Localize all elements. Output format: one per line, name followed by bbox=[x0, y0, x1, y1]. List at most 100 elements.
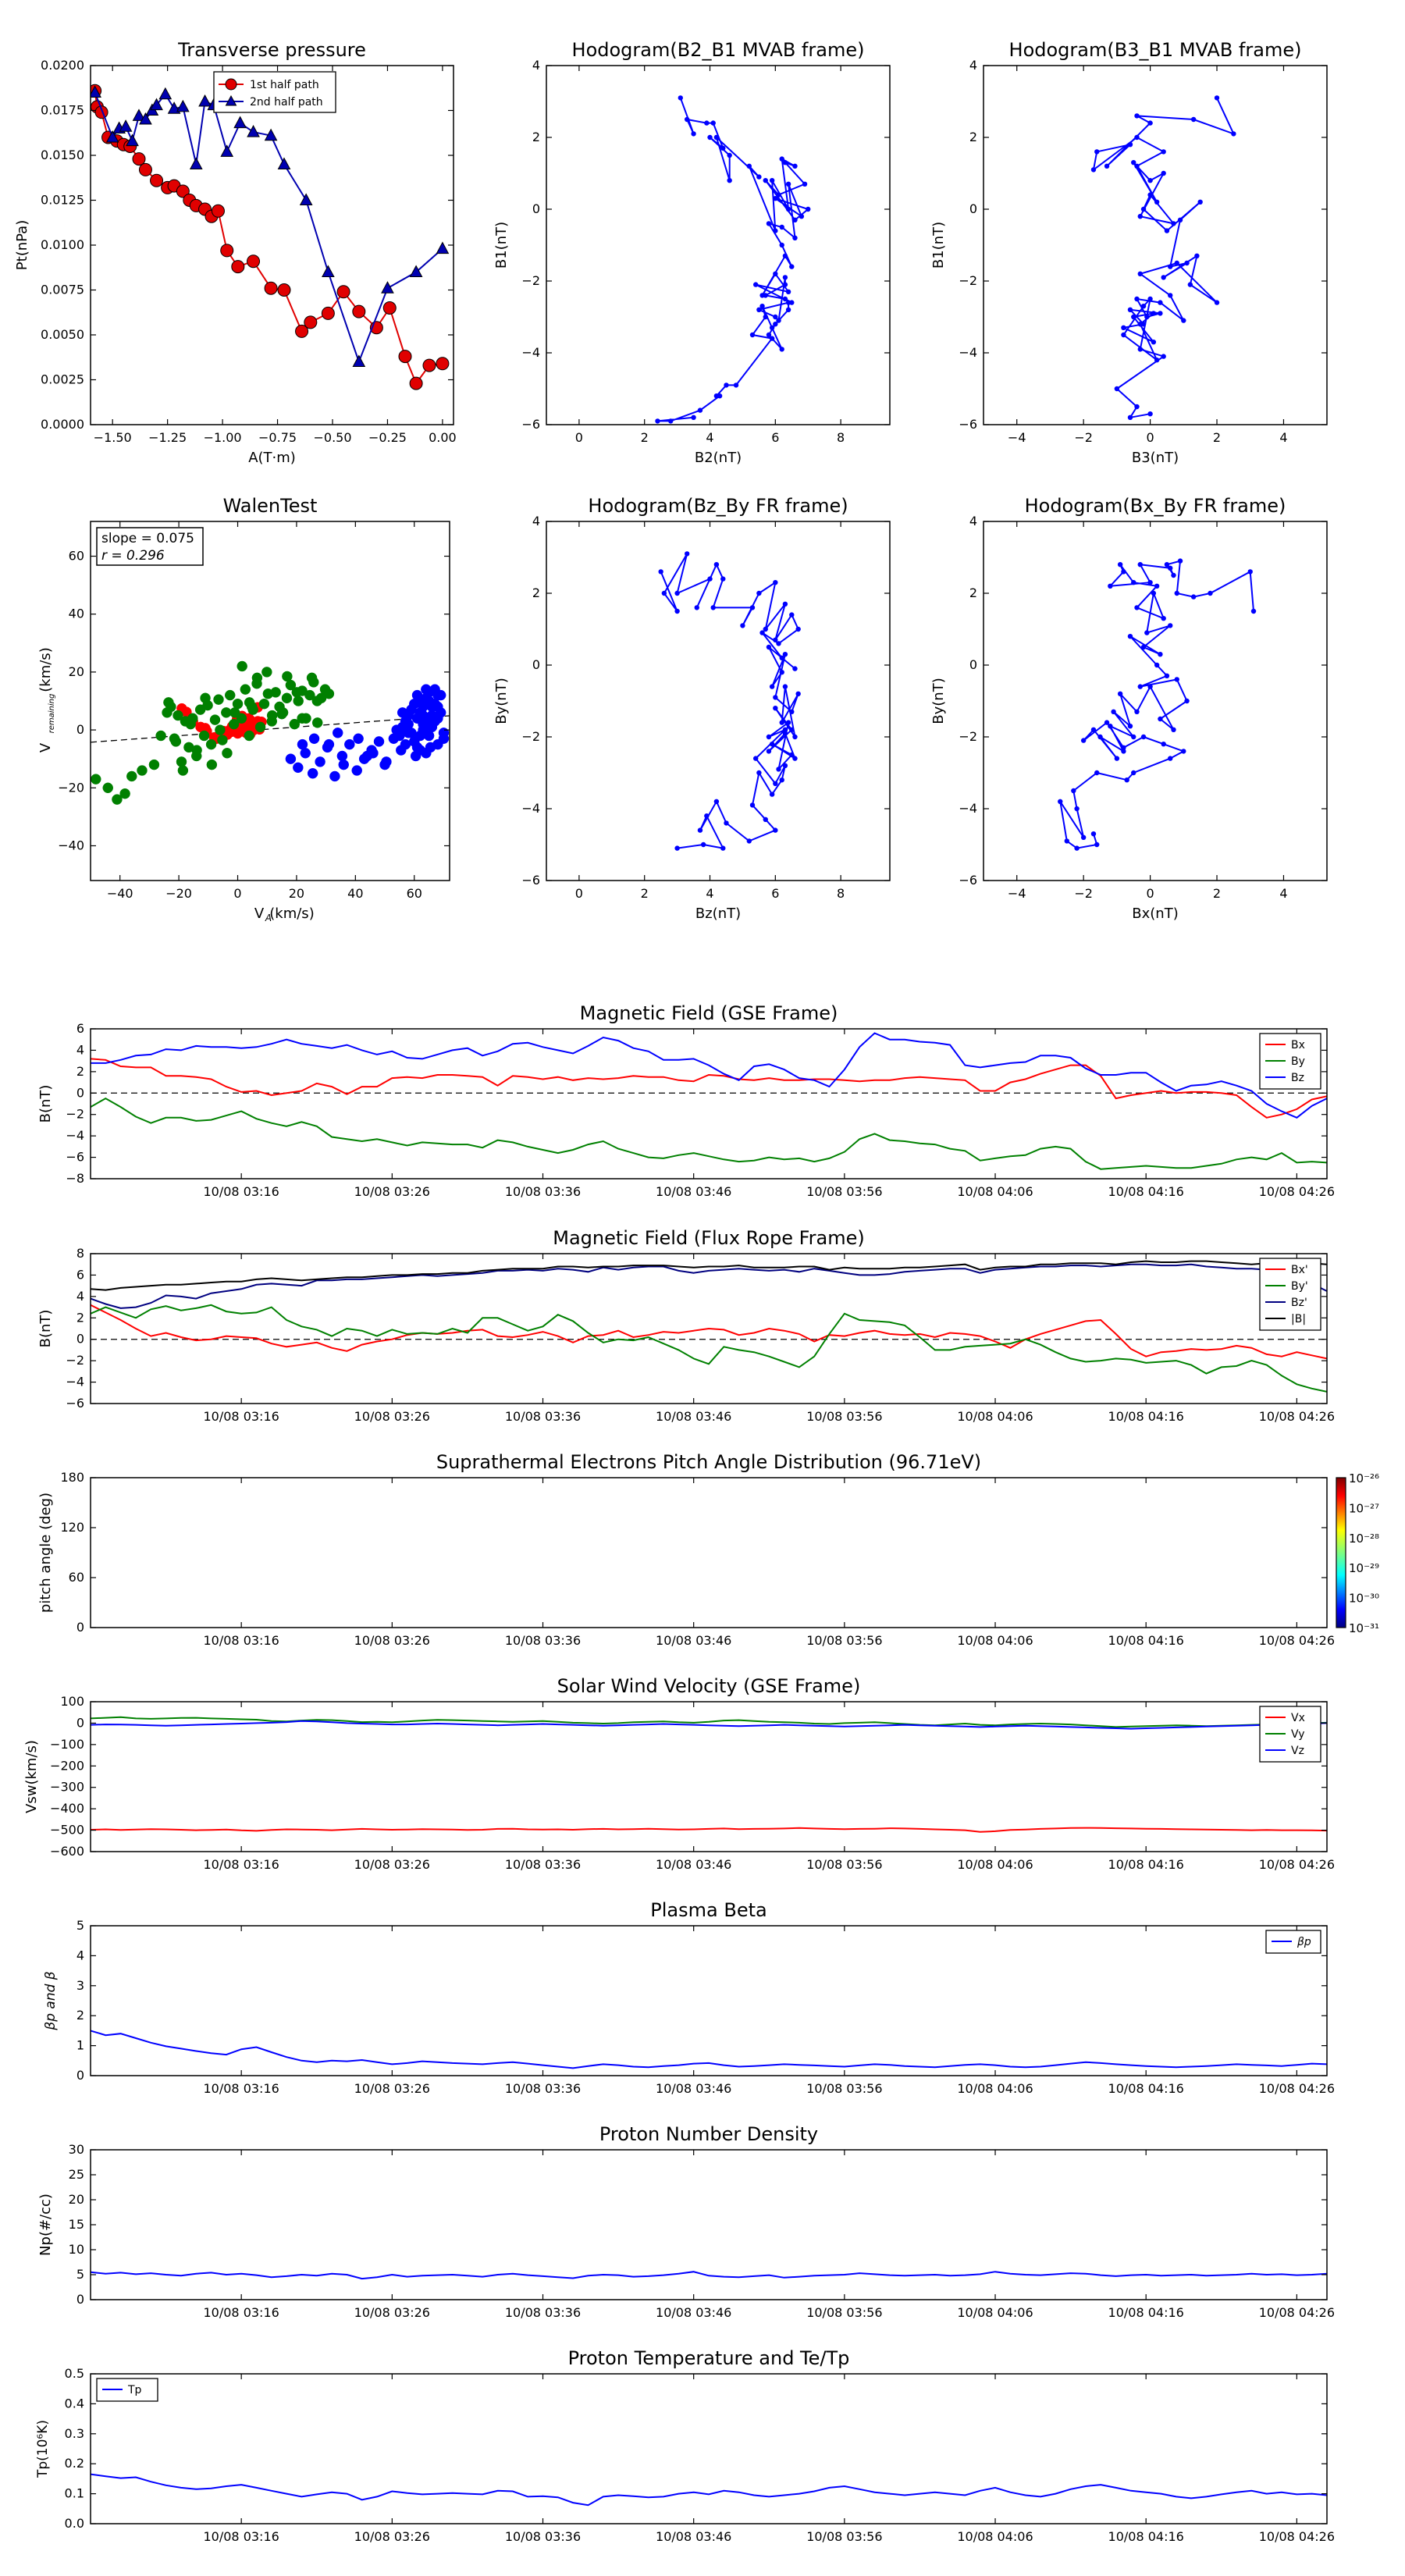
panel-bgse-xtick-label: 10/08 03:46 bbox=[656, 1184, 731, 1199]
data-point bbox=[1154, 199, 1160, 205]
data-point bbox=[789, 727, 795, 732]
data-point bbox=[237, 660, 247, 672]
data-point bbox=[1247, 569, 1253, 575]
chart-walen-ylabel-unit: (km/s) bbox=[37, 647, 54, 692]
data-point bbox=[773, 314, 778, 320]
panel-np-ylabel: Np(#/cc) bbox=[37, 2194, 54, 2256]
panel-bfr-xtick-label: 10/08 04:16 bbox=[1108, 1409, 1184, 1424]
data-point bbox=[285, 753, 297, 764]
panel-vsw-ytick-label: −600 bbox=[50, 1844, 84, 1859]
data-point bbox=[769, 336, 775, 341]
panel-np-ytick-label: 10 bbox=[69, 2242, 84, 2257]
data-point bbox=[1154, 662, 1160, 668]
data-point bbox=[138, 162, 152, 176]
pad-colorbar-label: 10⁻²⁷ bbox=[1349, 1501, 1379, 1515]
data-point bbox=[1151, 311, 1157, 316]
data-point bbox=[724, 382, 729, 388]
panel-pad-ylabel: pitch angle (deg) bbox=[37, 1493, 54, 1613]
panel-bgse-xtick-label: 10/08 03:56 bbox=[806, 1184, 882, 1199]
panel-bgse-xtick-label: 10/08 03:36 bbox=[505, 1184, 581, 1199]
panel-tp-ytick-label: 0.0 bbox=[65, 2516, 84, 2531]
data-point bbox=[1127, 634, 1133, 639]
chart-h1-frame bbox=[546, 65, 891, 425]
panel-pad-xtick-label: 10/08 03:36 bbox=[505, 1633, 581, 1648]
data-point bbox=[198, 94, 212, 107]
data-point bbox=[697, 407, 703, 413]
data-point bbox=[400, 738, 411, 750]
data-point bbox=[148, 759, 160, 770]
pad-colorbar-label: 10⁻³¹ bbox=[1349, 1621, 1379, 1635]
chart-h2-xtick-label: −4 bbox=[1008, 430, 1026, 445]
data-point bbox=[773, 637, 778, 642]
data-point bbox=[1168, 565, 1173, 571]
data-point bbox=[236, 713, 247, 724]
data-point bbox=[1171, 221, 1176, 226]
data-point bbox=[1194, 253, 1200, 258]
panel-bgse-ytick-label: −6 bbox=[66, 1150, 84, 1165]
data-point bbox=[344, 738, 355, 750]
panel-beta-xtick-label: 10/08 03:46 bbox=[656, 2081, 731, 2096]
data-point bbox=[668, 418, 674, 424]
panel-tp-title: Proton Temperature and Te/Tp bbox=[568, 2347, 850, 2369]
data-point bbox=[763, 314, 768, 320]
data-point bbox=[773, 196, 778, 201]
data-point bbox=[307, 767, 318, 779]
data-point bbox=[1094, 149, 1100, 155]
data-point bbox=[1171, 727, 1176, 732]
pt-legend-label: 2nd half path bbox=[250, 96, 323, 109]
data-point bbox=[806, 206, 811, 212]
chart-h4-ytick-label: 2 bbox=[969, 585, 977, 600]
data-point bbox=[1177, 217, 1183, 222]
data-point bbox=[173, 710, 183, 721]
data-point bbox=[422, 358, 436, 372]
panel-bfr-ytick-label: 8 bbox=[76, 1246, 84, 1261]
data-point bbox=[1147, 411, 1153, 417]
panel-pad: Suprathermal Electrons Pitch Angle Distr… bbox=[37, 1451, 1379, 1648]
data-point bbox=[1137, 271, 1143, 276]
data-point bbox=[1184, 698, 1190, 704]
data-point bbox=[746, 163, 752, 169]
data-point bbox=[1158, 652, 1163, 657]
data-point bbox=[1131, 734, 1136, 740]
chart-walen-ylabel-v: V bbox=[37, 742, 54, 753]
data-point bbox=[289, 718, 301, 730]
data-point bbox=[258, 698, 270, 710]
data-point bbox=[105, 130, 119, 143]
data-point bbox=[1161, 742, 1166, 747]
data-point bbox=[749, 802, 756, 808]
data-point bbox=[1147, 580, 1153, 585]
panel-vsw-xtick-label: 10/08 03:46 bbox=[656, 1857, 731, 1872]
chart-h1-ytick-label: −6 bbox=[521, 417, 540, 432]
data-point bbox=[1208, 590, 1213, 596]
data-point bbox=[720, 576, 726, 582]
data-point bbox=[170, 736, 182, 747]
panel-tp-xtick-label: 10/08 04:16 bbox=[1108, 2529, 1184, 2544]
data-point bbox=[756, 590, 762, 596]
panel-vsw-xtick-label: 10/08 03:56 bbox=[806, 1857, 882, 1872]
data-point bbox=[785, 206, 791, 212]
data-point bbox=[1174, 260, 1179, 266]
data-point bbox=[773, 827, 778, 833]
data-point bbox=[421, 692, 432, 704]
data-point bbox=[776, 641, 781, 646]
panel-beta-xtick-label: 10/08 04:06 bbox=[957, 2081, 1033, 2096]
data-point bbox=[1121, 332, 1126, 338]
data-point bbox=[1140, 734, 1147, 740]
pt-legend-marker bbox=[225, 94, 237, 106]
series-bgse-1 bbox=[91, 1097, 1327, 1170]
data-point bbox=[752, 282, 759, 287]
chart-h2-xtick-label: −2 bbox=[1074, 430, 1093, 445]
chart-h2-ytick-label: 0 bbox=[969, 201, 977, 216]
data-point bbox=[766, 734, 772, 740]
data-point bbox=[782, 160, 788, 165]
data-point bbox=[720, 845, 726, 851]
data-point bbox=[779, 720, 784, 725]
data-point bbox=[1134, 709, 1140, 714]
data-point bbox=[361, 750, 373, 762]
chart-walen-xlabel-v: V bbox=[254, 906, 265, 922]
data-point bbox=[1108, 724, 1113, 729]
chart-h2-xtick-label: 0 bbox=[1146, 430, 1154, 445]
data-point bbox=[1127, 307, 1133, 312]
panel-bgse-xtick-label: 10/08 03:16 bbox=[204, 1184, 279, 1199]
data-point bbox=[270, 687, 281, 698]
